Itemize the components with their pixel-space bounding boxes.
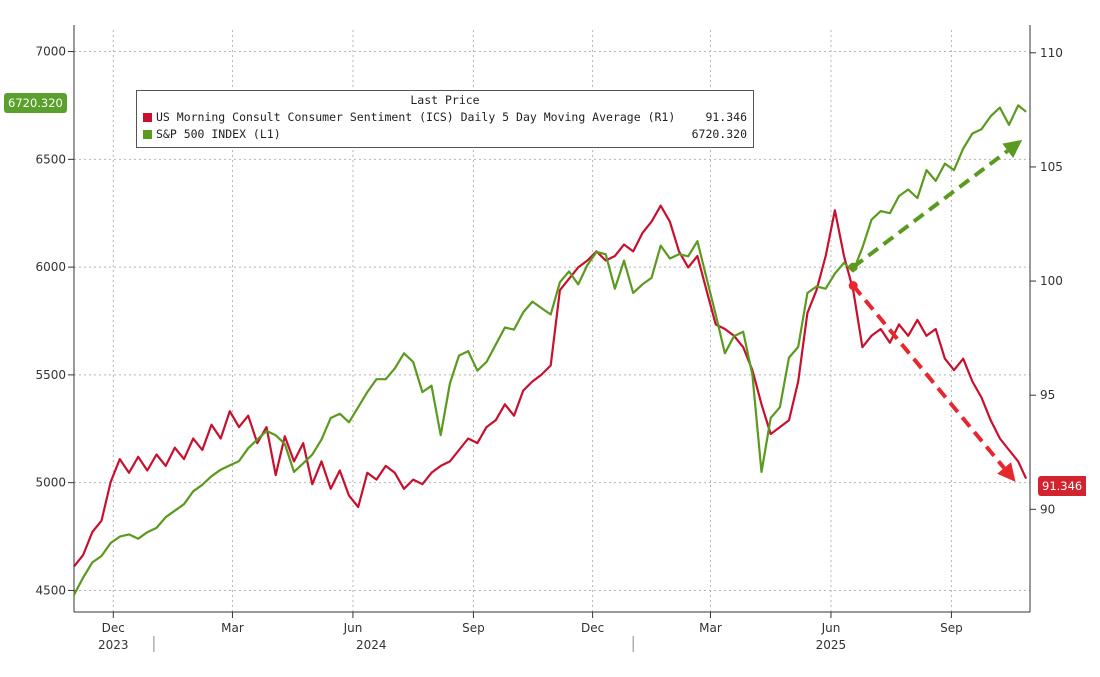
legend-swatch-sentiment	[143, 113, 152, 122]
y-tick-label-left: 7000	[35, 45, 66, 59]
x-tick-label: Mar	[221, 621, 244, 635]
trend-arrow-down-head	[997, 462, 1016, 482]
x-year-label: 2023	[98, 638, 129, 652]
y-tick-label-left: 6500	[35, 152, 66, 166]
y-tick-label-right: 95	[1040, 388, 1055, 402]
x-year-label: 2024	[356, 638, 387, 652]
y-tick-label-left: 5000	[35, 476, 66, 490]
y-tick-label-right: 90	[1040, 502, 1055, 516]
y-tick-label-right: 110	[1040, 46, 1063, 60]
series-lines	[73, 104, 1028, 596]
legend-title: Last Price	[410, 93, 480, 107]
x-tick-label: Dec	[102, 621, 125, 635]
legend-value-sp500: 6720.320	[691, 127, 747, 141]
x-tick-label: Mar	[699, 621, 722, 635]
legend-label-sentiment: US Morning Consult Consumer Sentiment (I…	[156, 110, 676, 124]
y-tick-label-right: 100	[1040, 274, 1063, 288]
x-tick-label: Sep	[462, 621, 485, 635]
legend-swatch-sp500	[143, 130, 152, 139]
trend-arrow-down-shaft	[851, 284, 1006, 470]
y-tick-label-right: 105	[1040, 160, 1063, 174]
last-price-badge-sp500: 6720.320	[4, 93, 67, 113]
trend-arrows	[848, 139, 1023, 482]
axes: 4500 5000 5500 6000 6500 7000 90 95 100 105 110 Dec…	[35, 25, 1063, 652]
y-tick-label-left: 6000	[35, 260, 66, 274]
x-tick-label: Jun	[343, 621, 363, 635]
legend-item-sp500: S&P 500 INDEX (L1) 6720.320	[143, 127, 747, 143]
legend-label-sp500: S&P 500 INDEX (L1)	[156, 127, 281, 141]
legend-item-sentiment: US Morning Consult Consumer Sentiment (I…	[143, 110, 747, 126]
x-year-label: 2025	[816, 638, 847, 652]
legend: Last Price US Morning Consult Consumer S…	[136, 90, 754, 148]
y-tick-label-left: 5500	[35, 368, 66, 382]
last-price-badge-sentiment: 91.346	[1038, 476, 1087, 496]
legend-value-sentiment: 91.346	[705, 110, 747, 124]
x-tick-label: Jun	[821, 621, 841, 635]
x-tick-label: Sep	[940, 621, 963, 635]
series-line-sentiment	[73, 204, 1028, 568]
trend-arrow-up-shaft	[852, 149, 1009, 269]
y-tick-label-left: 4500	[35, 583, 66, 597]
trend-arrow-up-head	[1002, 139, 1023, 158]
series-line-sp500	[73, 104, 1027, 596]
x-tick-label: Dec	[581, 621, 604, 635]
